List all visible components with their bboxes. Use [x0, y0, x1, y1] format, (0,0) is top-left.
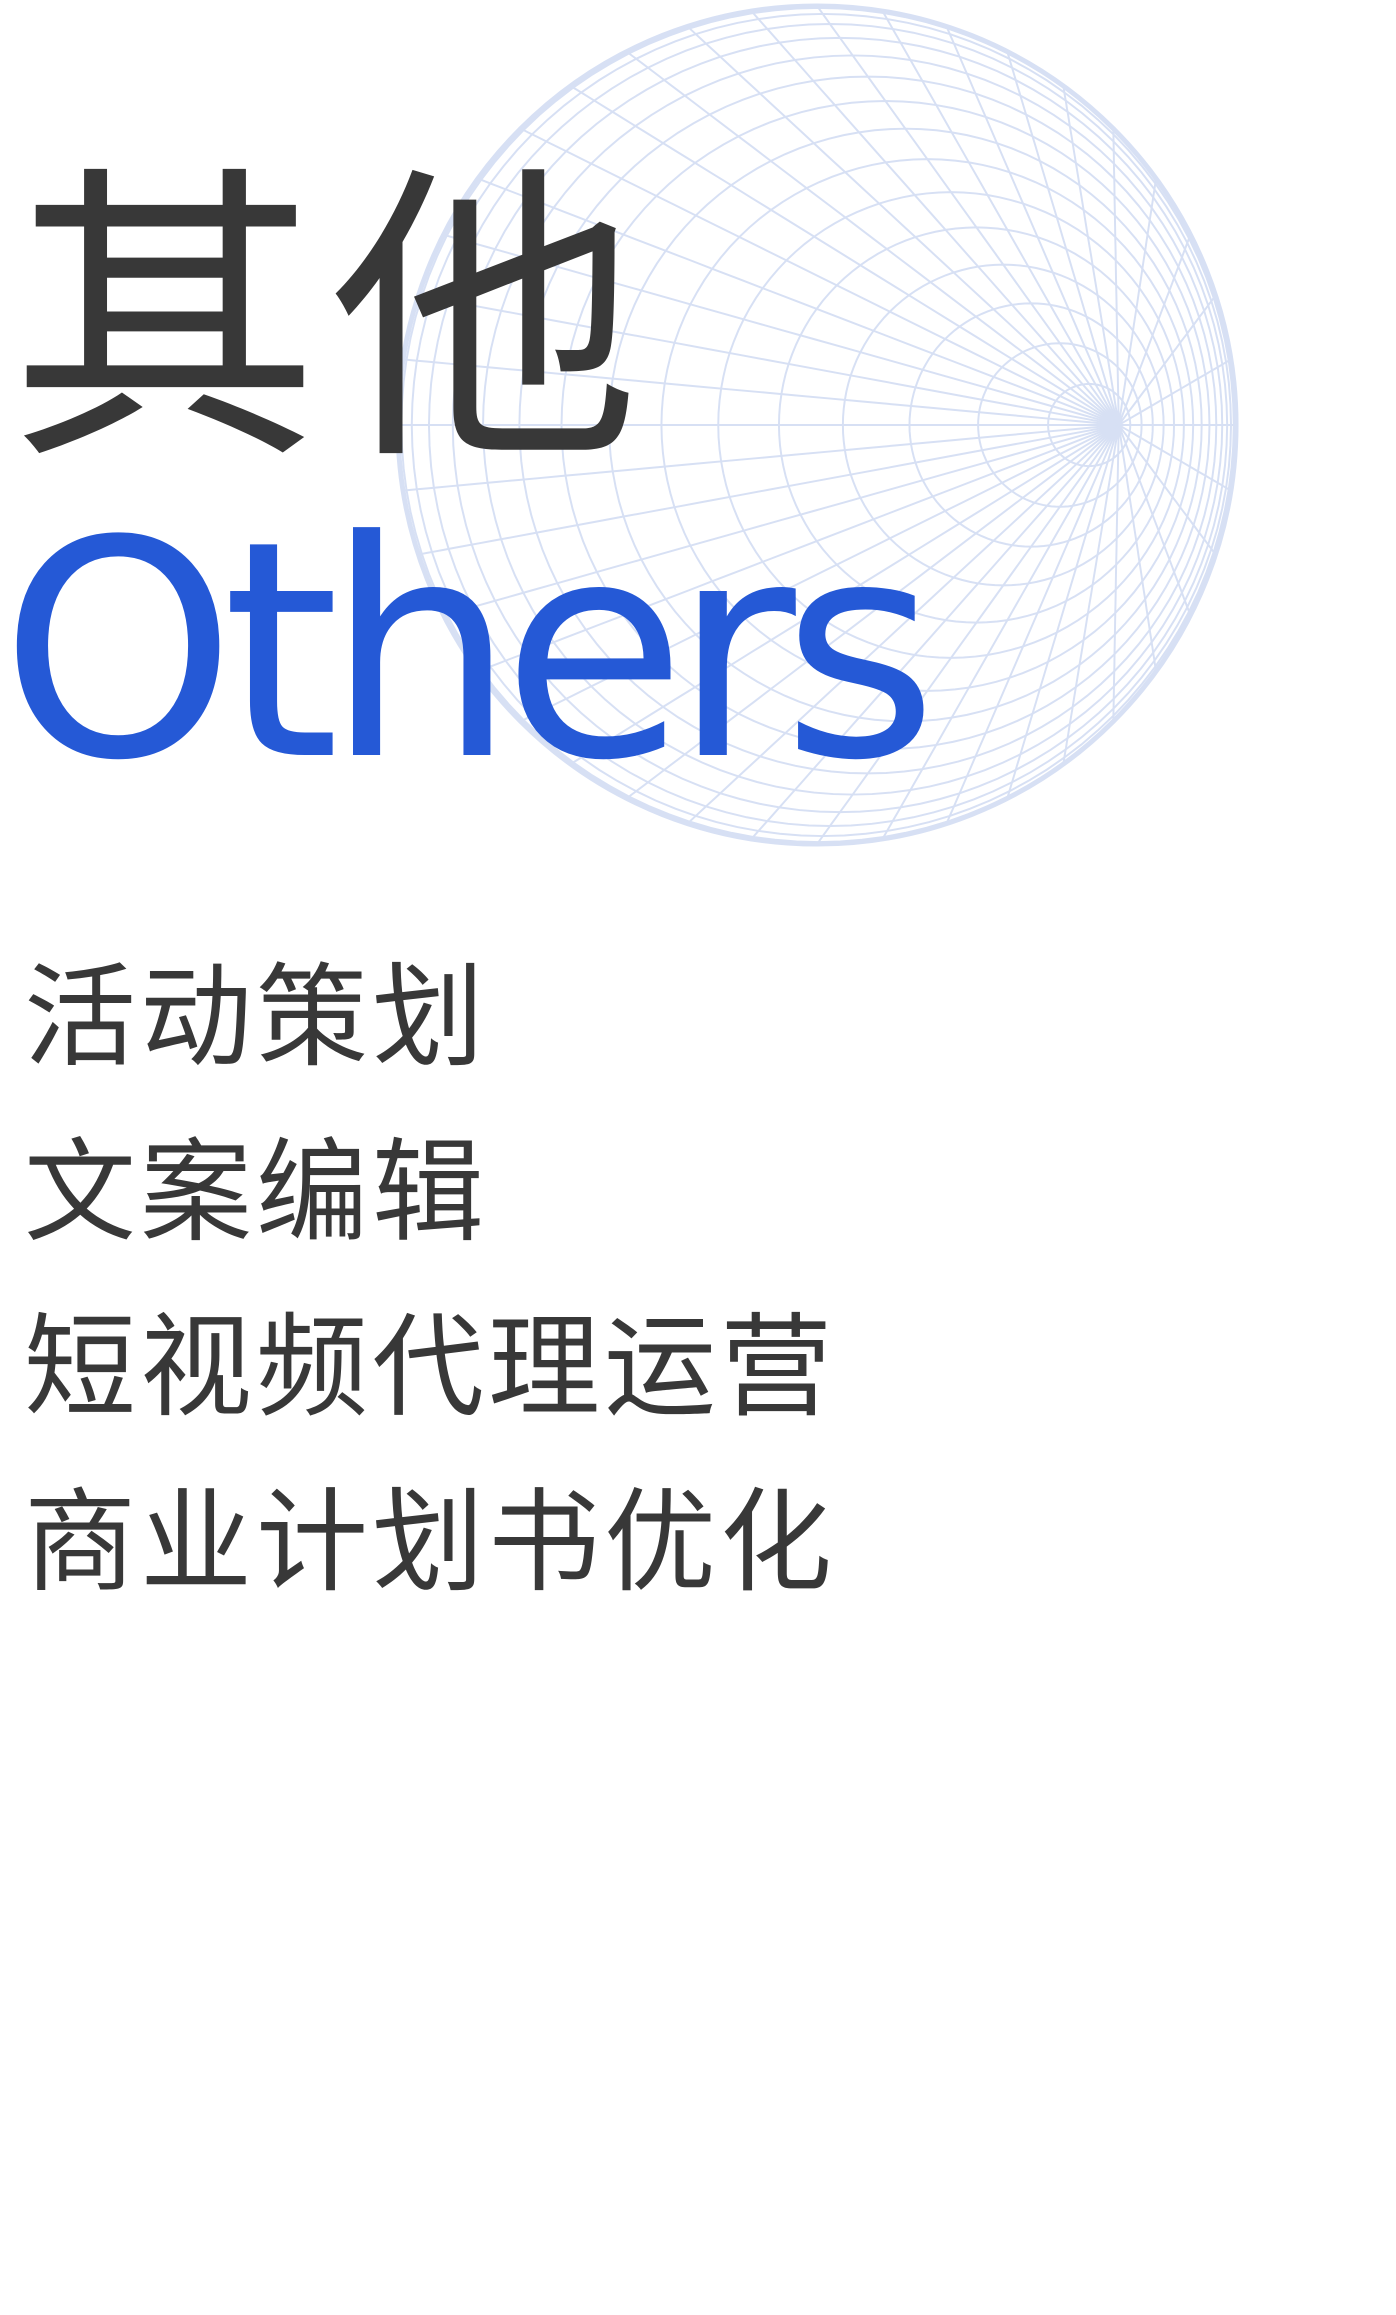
service-item-short-video-operation: 短视频代理运营: [24, 1303, 836, 1433]
service-list: 活动策划 文案编辑 短视频代理运营 商业计划书优化: [24, 962, 836, 1662]
service-item-event-planning: 活动策划: [24, 953, 488, 1083]
wireframe-sphere-icon: [395, 3, 1239, 847]
service-item-business-plan: 商业计划书优化: [24, 1478, 836, 1608]
service-item-copywriting: 文案编辑: [24, 1128, 488, 1258]
page-title-english: Others: [0, 477, 938, 826]
page-title-chinese: 其他: [10, 142, 650, 503]
